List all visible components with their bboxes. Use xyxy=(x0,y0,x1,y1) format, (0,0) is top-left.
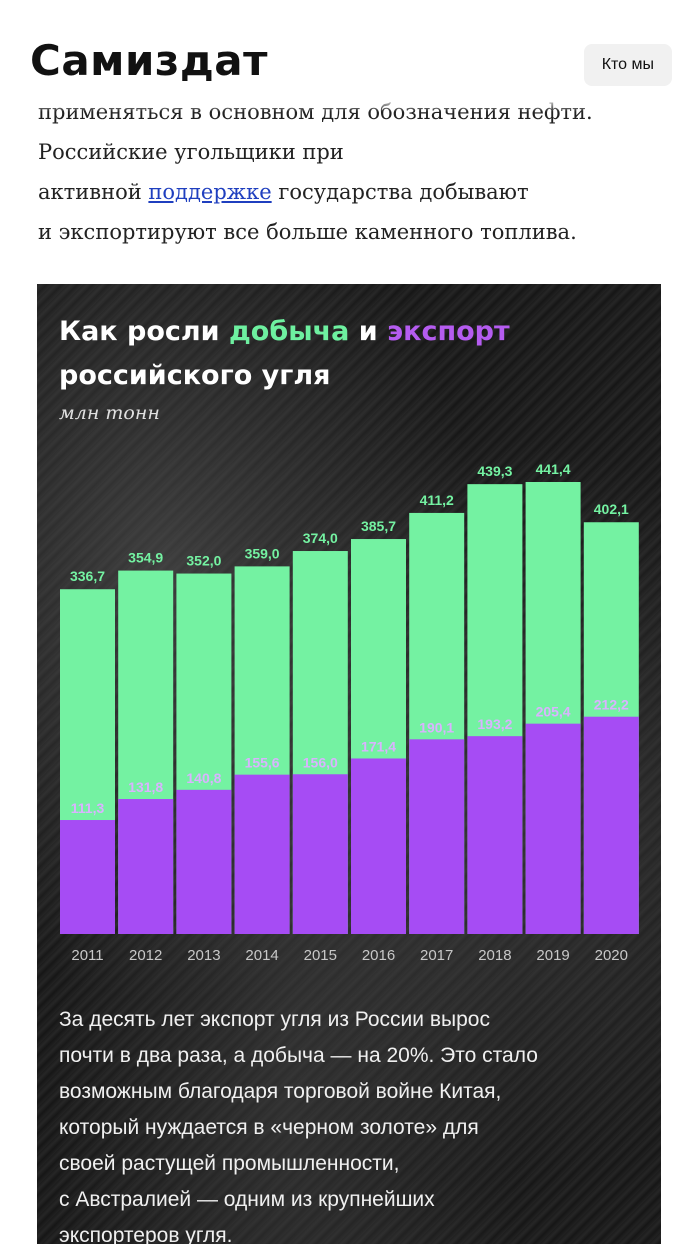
year-tick-label: 2019 xyxy=(536,947,569,964)
export-value-label: 205,4 xyxy=(536,704,571,720)
chart-title: Как росли добыча и экспорт российского уг… xyxy=(59,310,639,398)
year-tick-label: 2014 xyxy=(245,947,278,964)
title-text: Как росли xyxy=(59,316,229,347)
support-link[interactable]: поддержке xyxy=(148,180,272,204)
production-value-label: 359,0 xyxy=(245,545,280,561)
coal-infographic: Как росли добыча и экспорт российского уг… xyxy=(37,284,661,1244)
caption-line: с Австралией — одним из крупнейших xyxy=(59,1188,435,1211)
export-value-label: 131,8 xyxy=(128,779,163,795)
production-value-label: 336,7 xyxy=(70,568,105,584)
year-tick-label: 2015 xyxy=(304,947,337,964)
export-value-label: 193,2 xyxy=(477,716,512,732)
caption-line: который нуждается в «черном золоте» для xyxy=(59,1116,479,1139)
title-text: и xyxy=(349,316,388,347)
export-bar xyxy=(351,758,406,934)
production-value-label: 402,1 xyxy=(594,501,629,517)
site-logo[interactable]: Самиздат xyxy=(30,36,268,85)
year-tick-label: 2011 xyxy=(71,947,103,964)
export-value-label: 155,6 xyxy=(245,755,280,771)
export-value-label: 190,1 xyxy=(419,719,454,735)
export-bar xyxy=(234,774,290,934)
production-value-label: 441,4 xyxy=(536,461,571,477)
article-paragraph: применяться в основном для обозначения н… xyxy=(38,92,678,252)
article-text: активной xyxy=(38,180,149,204)
export-value-label: 212,2 xyxy=(594,697,629,713)
export-bar xyxy=(525,723,581,934)
year-tick-label: 2012 xyxy=(129,947,162,964)
caption-line: своей растущей промышленности, xyxy=(59,1152,400,1175)
year-tick-label: 2016 xyxy=(362,947,395,964)
caption-line: За десять лет экспорт угля из России выр… xyxy=(59,1008,490,1031)
production-value-label: 411,2 xyxy=(420,492,454,508)
title-production-word: добыча xyxy=(229,316,350,347)
caption-line: экспортеров угля. xyxy=(59,1224,233,1244)
export-value-label: 171,4 xyxy=(361,738,396,754)
caption-line: возможным благодаря торговой войне Китая… xyxy=(59,1080,502,1103)
export-bar xyxy=(118,799,174,934)
export-bar xyxy=(292,774,348,934)
chart-unit: млн тонн xyxy=(59,402,160,424)
article-line: Российские угольщики при xyxy=(38,140,344,164)
title-line2: российского угля xyxy=(59,360,331,391)
year-tick-label: 2013 xyxy=(187,947,220,964)
production-value-label: 354,9 xyxy=(128,550,163,566)
site-header: Самиздат Кто мы xyxy=(0,0,700,112)
export-value-label: 111,3 xyxy=(71,800,105,816)
production-value-label: 374,0 xyxy=(303,530,338,546)
article-line: и экспортируют все больше каменного топл… xyxy=(38,220,577,244)
export-bar xyxy=(60,820,115,934)
title-export-word: экспорт xyxy=(387,316,510,347)
article-line: активной поддержке государства добывают xyxy=(38,172,678,212)
article-text: государства добывают xyxy=(271,180,529,204)
chart-caption: За десять лет экспорт угля из России выр… xyxy=(59,1002,649,1244)
export-value-label: 156,0 xyxy=(303,754,338,770)
year-tick-label: 2017 xyxy=(420,947,453,964)
export-bar xyxy=(467,736,523,934)
bar-chart: 336,7 111,3 2011 354,9 131,8 2012 352,0 140,8 20… xyxy=(60,461,639,964)
export-bar xyxy=(409,739,465,934)
production-value-label: 439,3 xyxy=(477,463,512,479)
production-value-label: 385,7 xyxy=(361,518,396,534)
about-button[interactable]: Кто мы xyxy=(583,44,672,86)
export-bar xyxy=(583,716,639,934)
export-value-label: 140,8 xyxy=(186,770,221,786)
caption-line: почти в два раза, а добыча — на 20%. Это… xyxy=(59,1044,538,1067)
production-value-label: 352,0 xyxy=(186,553,221,569)
year-tick-label: 2020 xyxy=(595,947,628,964)
year-tick-label: 2018 xyxy=(478,947,511,964)
export-bar xyxy=(176,789,232,934)
